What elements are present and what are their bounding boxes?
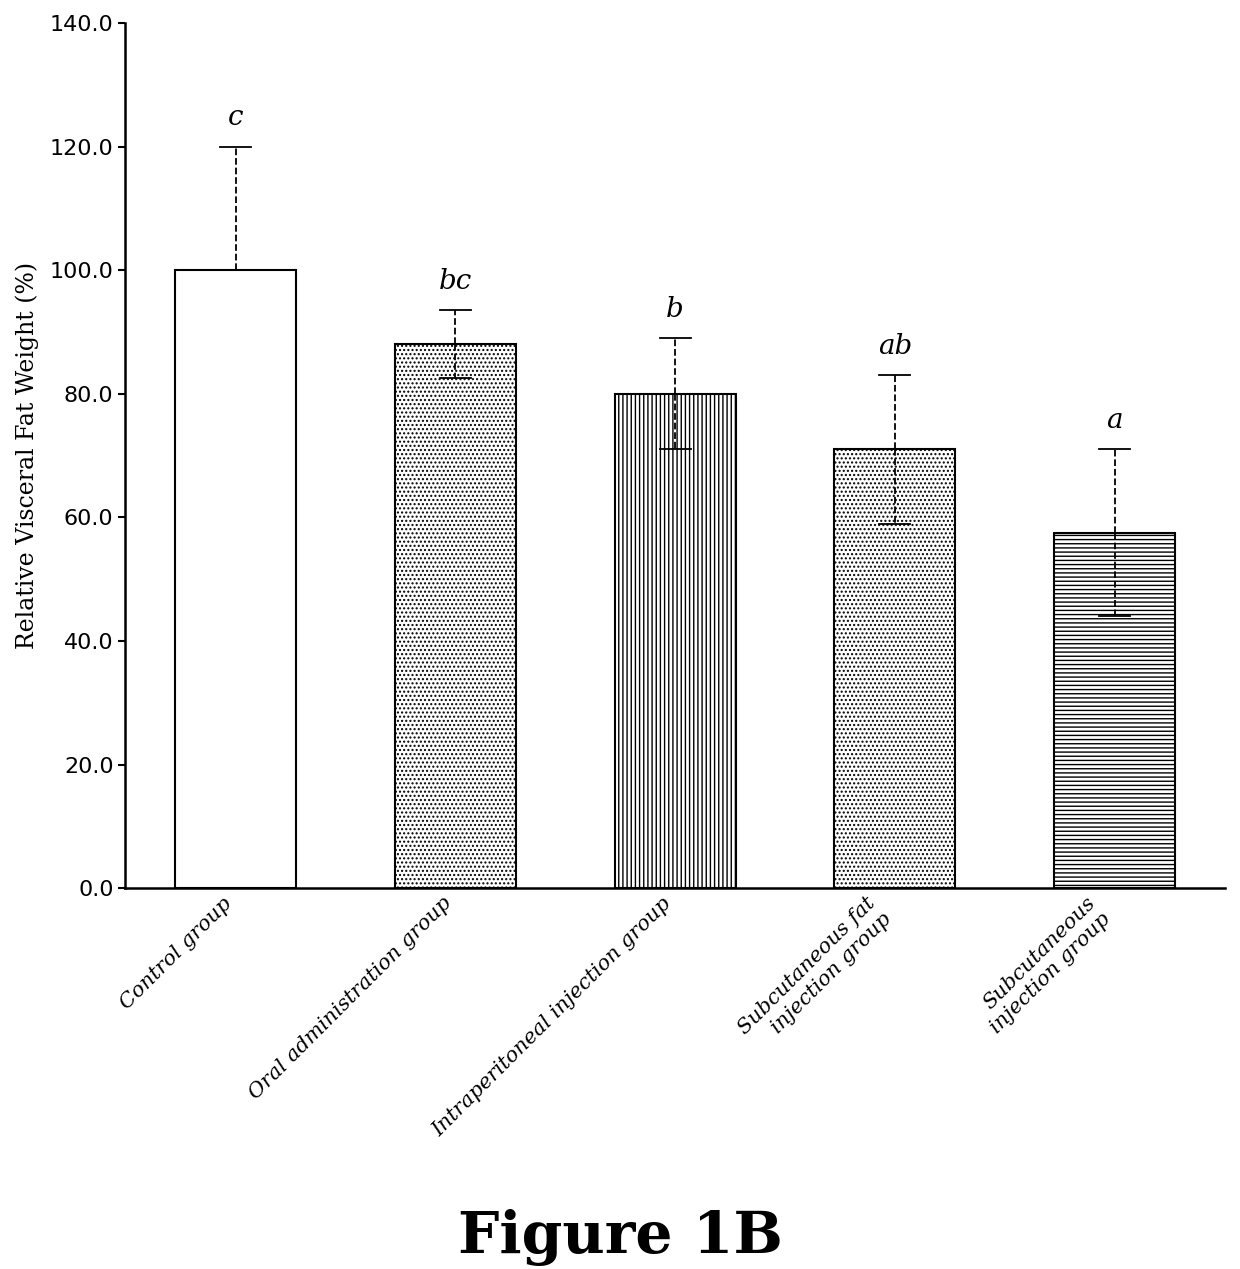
Text: Figure 1B: Figure 1B (458, 1209, 782, 1265)
Bar (835, 449, 955, 888)
Y-axis label: Relative Visceral Fat Weight (%): Relative Visceral Fat Weight (%) (15, 261, 38, 650)
Bar (396, 344, 516, 888)
Bar (175, 270, 296, 888)
Bar (1054, 533, 1176, 888)
Text: c: c (228, 104, 243, 131)
Text: bc: bc (439, 268, 472, 294)
Text: a: a (1106, 407, 1123, 434)
Text: b: b (666, 296, 684, 322)
Text: ab: ab (878, 332, 911, 360)
Bar (615, 393, 735, 888)
